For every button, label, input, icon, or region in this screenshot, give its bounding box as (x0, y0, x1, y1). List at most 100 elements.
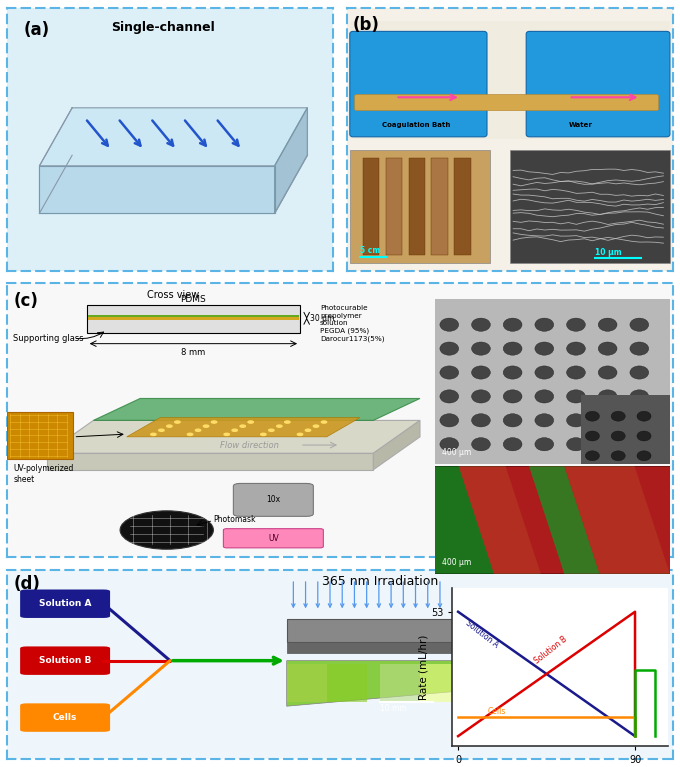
Ellipse shape (120, 511, 214, 549)
FancyBboxPatch shape (355, 94, 658, 110)
FancyBboxPatch shape (510, 150, 670, 263)
Circle shape (188, 433, 192, 436)
Text: Cross view: Cross view (148, 290, 199, 300)
Circle shape (585, 411, 600, 421)
Circle shape (630, 342, 649, 355)
Text: Cells: Cells (53, 713, 78, 722)
Circle shape (637, 431, 651, 441)
Circle shape (566, 438, 585, 451)
Circle shape (167, 425, 172, 427)
Circle shape (566, 390, 585, 403)
Text: 5 cm: 5 cm (360, 246, 380, 255)
Text: 10 mm: 10 mm (380, 704, 407, 713)
Circle shape (630, 413, 649, 427)
Text: (b): (b) (353, 15, 380, 34)
Circle shape (598, 413, 617, 427)
Circle shape (471, 438, 490, 451)
Bar (581, 395, 670, 464)
Circle shape (440, 413, 459, 427)
Circle shape (585, 431, 600, 441)
Circle shape (611, 411, 625, 421)
Circle shape (503, 390, 522, 403)
Polygon shape (47, 420, 420, 453)
Circle shape (471, 318, 490, 331)
Circle shape (240, 425, 245, 427)
Circle shape (598, 366, 617, 379)
Text: 400 μm: 400 μm (442, 449, 471, 457)
Circle shape (585, 451, 600, 461)
Polygon shape (287, 660, 460, 706)
Circle shape (535, 342, 554, 355)
Circle shape (322, 421, 326, 423)
Bar (88, 315, 299, 317)
FancyBboxPatch shape (350, 150, 490, 263)
Circle shape (598, 438, 617, 451)
Circle shape (158, 430, 164, 431)
Circle shape (535, 413, 554, 427)
Circle shape (535, 438, 554, 451)
Polygon shape (409, 158, 425, 255)
Circle shape (630, 318, 649, 331)
Circle shape (503, 413, 522, 427)
Circle shape (175, 421, 180, 423)
Text: 200 μm: 200 μm (585, 453, 609, 457)
Text: Cells: Cells (488, 707, 506, 716)
Text: 10 μm: 10 μm (595, 248, 622, 257)
Circle shape (471, 390, 490, 403)
Text: UV-polymerized
sheet: UV-polymerized sheet (14, 464, 74, 484)
Circle shape (471, 366, 490, 379)
Text: (a): (a) (23, 21, 49, 39)
Circle shape (440, 318, 459, 331)
Circle shape (503, 366, 522, 379)
Bar (287, 664, 326, 703)
Text: Solution A: Solution A (464, 619, 500, 650)
Circle shape (598, 318, 617, 331)
Circle shape (503, 438, 522, 451)
Circle shape (313, 425, 319, 427)
Circle shape (535, 366, 554, 379)
Text: 8 mm: 8 mm (182, 347, 205, 357)
Circle shape (440, 366, 459, 379)
Y-axis label: Rate (mL/hr): Rate (mL/hr) (418, 634, 428, 700)
Polygon shape (287, 619, 473, 642)
FancyBboxPatch shape (526, 31, 670, 137)
Circle shape (211, 421, 217, 423)
Circle shape (637, 451, 651, 461)
FancyBboxPatch shape (224, 528, 324, 548)
Circle shape (566, 413, 585, 427)
Circle shape (471, 413, 490, 427)
FancyBboxPatch shape (20, 647, 110, 675)
Bar (87, 305, 300, 333)
Polygon shape (454, 158, 471, 255)
Text: UV: UV (268, 534, 279, 543)
Text: 365 nm Irradiation: 365 nm Irradiation (322, 575, 438, 588)
Circle shape (503, 342, 522, 355)
Polygon shape (126, 418, 360, 437)
Text: (c): (c) (14, 291, 38, 310)
Text: Coagulation Bath: Coagulation Bath (382, 122, 451, 127)
Circle shape (598, 390, 617, 403)
Bar (88, 317, 299, 321)
Text: 30 μm: 30 μm (310, 314, 335, 323)
Text: Photomask: Photomask (214, 515, 256, 524)
Circle shape (611, 451, 625, 461)
Polygon shape (287, 642, 473, 653)
Bar (326, 664, 367, 703)
Circle shape (598, 342, 617, 355)
Polygon shape (458, 466, 600, 574)
Text: (d): (d) (14, 575, 40, 593)
FancyBboxPatch shape (20, 703, 110, 732)
Circle shape (630, 366, 649, 379)
Circle shape (566, 342, 585, 355)
Circle shape (440, 438, 459, 451)
Text: Single-channel: Single-channel (112, 21, 215, 34)
Polygon shape (275, 108, 307, 213)
Text: 400 μm: 400 μm (442, 558, 471, 568)
Polygon shape (400, 466, 541, 574)
Bar (380, 664, 420, 703)
Text: Solution A: Solution A (39, 599, 91, 608)
Text: PDMS: PDMS (180, 295, 206, 304)
Circle shape (277, 425, 282, 427)
Circle shape (440, 342, 459, 355)
Polygon shape (47, 453, 373, 469)
